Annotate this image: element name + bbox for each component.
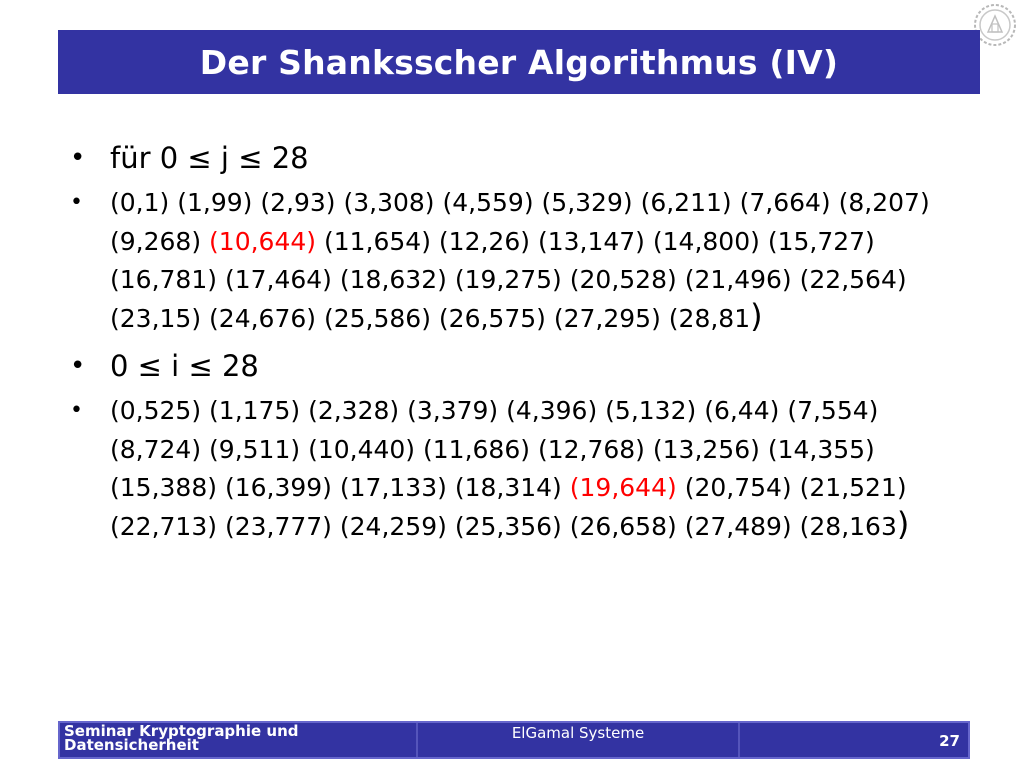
bullet-giant-steps: • (0,525) (1,175) (2,328) (3,379) (4,396…: [66, 392, 966, 546]
bullet-dot-icon: •: [70, 398, 83, 423]
closing-paren: ): [750, 296, 763, 335]
pair-item: (20,754): [684, 473, 792, 502]
footer-divider: [738, 723, 740, 757]
slide-content: • für 0 ≤ j ≤ 28 • (0,1) (1,99) (2,93) (…: [66, 138, 966, 554]
footer-course-line1: Seminar Kryptographie und: [64, 722, 299, 740]
pair-item: (20,528): [569, 265, 677, 294]
pair-list: (0,525) (1,175) (2,328) (3,379) (4,396) …: [110, 396, 909, 541]
pair-item: (25,586): [323, 303, 431, 333]
pair-item: (1,175): [209, 396, 301, 425]
pair-item: (0,525): [110, 396, 202, 425]
pair-item: (14,800): [652, 226, 760, 256]
pair-item: (15,388): [110, 473, 217, 502]
pair-item: (27,489): [684, 511, 792, 541]
pair-item: (22,564): [799, 265, 907, 294]
pair-item: (9,511): [209, 434, 301, 464]
pair-item: (24,259): [339, 511, 447, 541]
pair-item: (5,329): [541, 188, 633, 217]
pair-item: (25,356): [454, 511, 562, 541]
bullet-dot-icon: •: [70, 190, 83, 215]
pair-item: (9,268): [110, 226, 202, 256]
pair-item: (10,440): [308, 434, 416, 464]
pair-item: (13,147): [537, 226, 645, 256]
pair-item: (26,575): [438, 303, 546, 333]
page-number: 27: [939, 732, 960, 750]
footer-course: Seminar Kryptographie und Datensicherhei…: [64, 722, 416, 754]
pair-item: (27,295): [553, 303, 661, 333]
highlighted-pair: (19,644): [569, 473, 677, 502]
title-bar: Der Shanksscher Algorithmus (IV): [58, 30, 980, 94]
pair-item: (23,15): [110, 303, 202, 333]
footer-divider: [416, 723, 418, 757]
pair-item: (12,768): [537, 434, 645, 464]
pair-item: (15,727): [767, 226, 875, 256]
pair-item: (6,211): [640, 188, 732, 217]
university-seal-icon: [974, 4, 1016, 46]
bullet-baby-steps: • (0,1) (1,99) (2,93) (3,308) (4,559) (5…: [66, 184, 966, 338]
bullet-dot-icon: •: [70, 143, 86, 173]
pair-item: (13,256): [652, 434, 760, 464]
pair-item: (3,379): [407, 396, 499, 425]
bullet-text: für 0 ≤ j ≤ 28: [110, 141, 309, 175]
pair-item: (16,399): [224, 473, 332, 502]
pair-item: (26,658): [569, 511, 677, 541]
pair-list: (0,1) (1,99) (2,93) (3,308) (4,559) (5,3…: [110, 188, 930, 333]
pair-item: (12,26): [438, 226, 530, 256]
highlighted-pair: (10,644): [209, 226, 317, 256]
slide-title: Der Shanksscher Algorithmus (IV): [199, 42, 839, 82]
pair-item: (4,396): [506, 396, 598, 425]
pair-item: (17,133): [339, 473, 447, 502]
pair-item: (3,308): [343, 188, 435, 217]
pair-item: (21,521): [799, 473, 907, 502]
pair-item: (7,554): [787, 396, 879, 425]
pair-item: (28,163: [799, 511, 897, 541]
pair-item: (24,676): [209, 303, 317, 333]
pair-item: (17,464): [224, 265, 332, 294]
pair-item: (1,99): [177, 188, 253, 217]
pair-item: (18,314): [454, 473, 562, 502]
pair-item: (2,328): [308, 396, 400, 425]
bullet-j-range: • für 0 ≤ j ≤ 28: [66, 138, 966, 178]
pair-item: (11,686): [423, 434, 530, 464]
pair-item: (19,275): [454, 265, 562, 294]
bullet-i-range: • 0 ≤ i ≤ 28: [66, 346, 966, 386]
bullet-dot-icon: •: [70, 351, 86, 381]
pair-item: (16,781): [110, 265, 217, 294]
footer-bar: Seminar Kryptographie und Datensicherhei…: [58, 721, 970, 759]
footer-topic: ElGamal Systeme: [511, 724, 645, 742]
pair-item: (7,664): [739, 188, 831, 217]
pair-item: (6,44): [704, 396, 780, 425]
pair-item: (28,81: [668, 303, 751, 333]
closing-paren: ): [896, 504, 910, 543]
pair-item: (18,632): [339, 265, 447, 294]
pair-item: (21,496): [684, 265, 792, 294]
pair-item: (5,132): [605, 396, 697, 425]
pair-item: (14,355): [767, 434, 875, 464]
pair-item: (8,724): [110, 434, 202, 464]
pair-item: (0,1): [110, 188, 170, 217]
pair-item: (23,777): [224, 511, 332, 541]
footer-course-line2: Datensicherheit: [64, 736, 199, 754]
pair-item: (11,654): [323, 226, 431, 256]
pair-item: (22,713): [110, 511, 217, 541]
pair-item: (8,207): [838, 188, 930, 217]
pair-item: (2,93): [260, 188, 336, 217]
bullet-text: 0 ≤ i ≤ 28: [110, 349, 259, 383]
pair-item: (4,559): [442, 188, 534, 217]
